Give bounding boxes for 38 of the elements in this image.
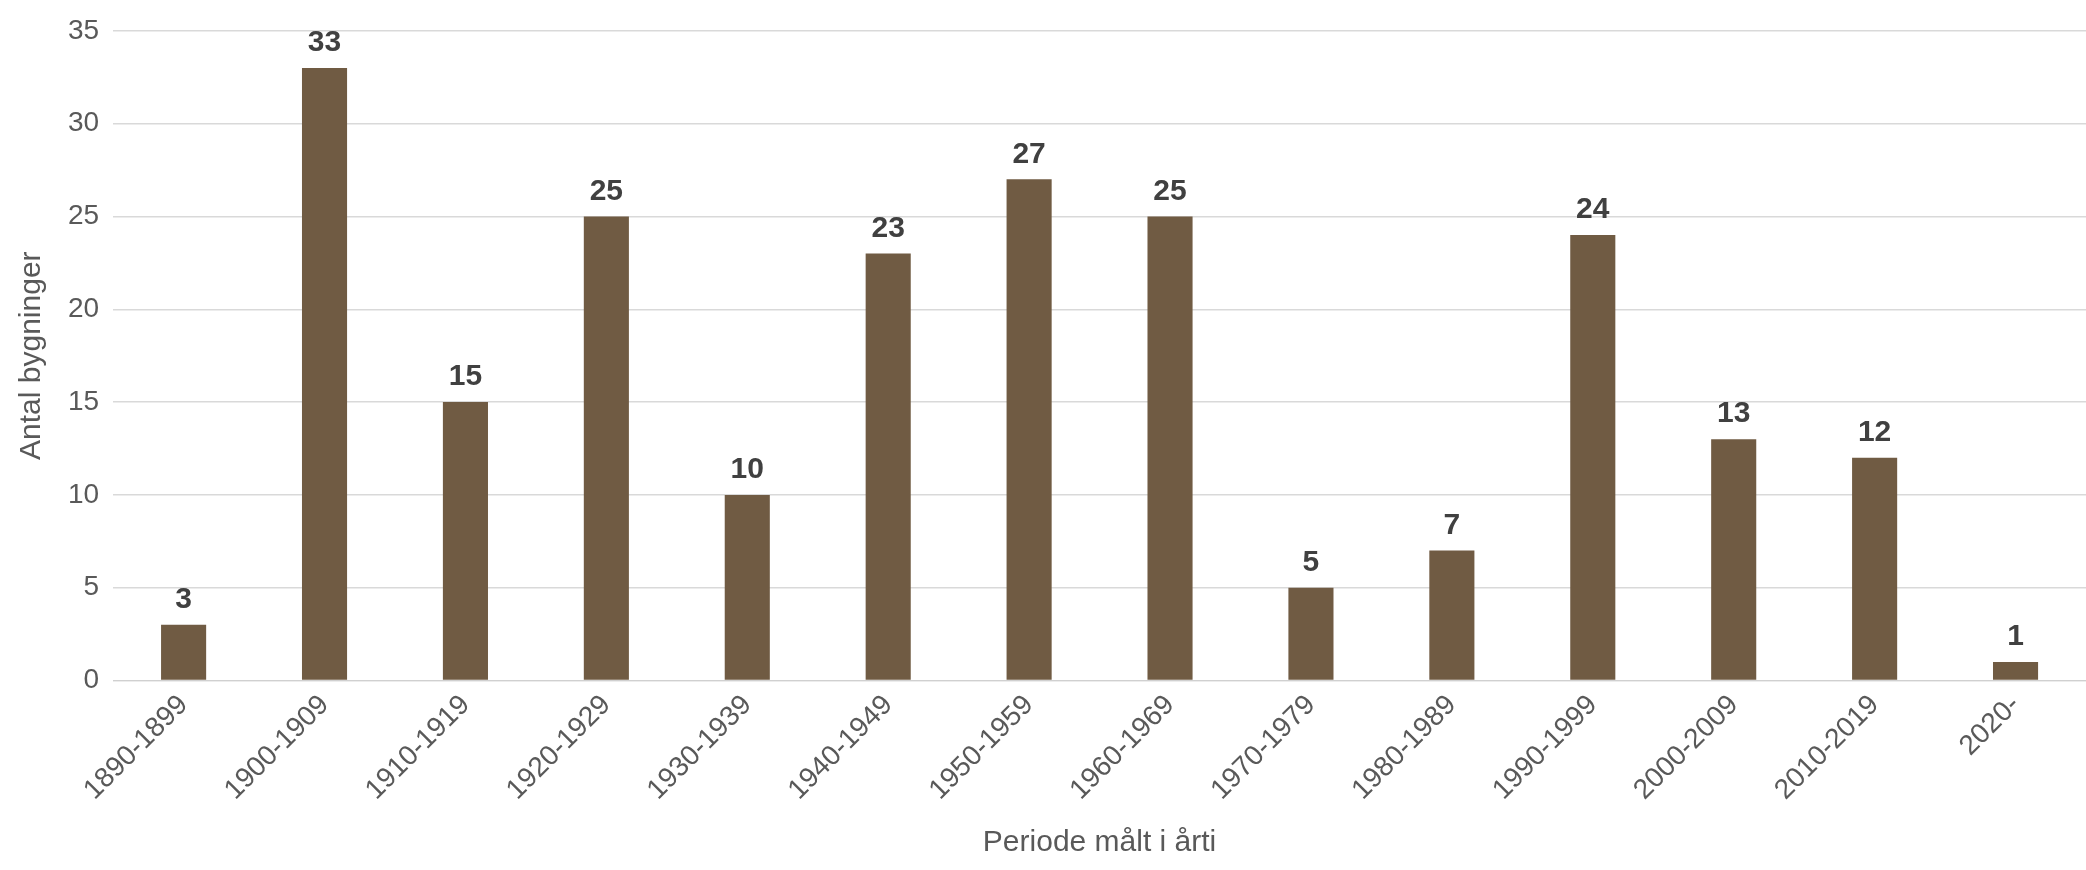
data-label: 3 [175, 581, 192, 615]
bar [442, 402, 488, 680]
y-tick-label: 30 [67, 106, 100, 138]
data-label: 15 [448, 358, 483, 392]
bar [161, 624, 207, 680]
data-label: 25 [589, 172, 624, 206]
y-tick-label: 20 [67, 291, 100, 323]
data-label: 12 [1857, 414, 1892, 448]
data-label: 5 [1302, 544, 1320, 577]
bar [1992, 661, 2039, 680]
y-axis-title: Antal bygninger [13, 251, 47, 460]
bar [1570, 235, 1616, 680]
bar [301, 67, 348, 680]
y-tick-label: 0 [83, 663, 100, 695]
bar [724, 494, 770, 680]
data-label: 13 [1717, 395, 1751, 429]
data-label: 25 [1153, 172, 1187, 206]
bar [1852, 457, 1898, 680]
bar [1006, 179, 1052, 680]
bar [1429, 550, 1475, 680]
bar [583, 216, 629, 680]
y-tick-label: 35 [67, 13, 100, 45]
data-label: 10 [730, 451, 764, 485]
data-label: 33 [307, 24, 342, 58]
y-tick-label: 5 [83, 570, 100, 602]
bar [865, 253, 911, 680]
data-label: 27 [1012, 135, 1046, 169]
data-label: 1 [2007, 618, 2024, 652]
data-label: 7 [1443, 506, 1461, 540]
bar [1147, 216, 1193, 680]
data-label: 24 [1576, 191, 1610, 225]
y-tick-label: 10 [67, 477, 100, 509]
bar [1711, 439, 1757, 680]
bar [1288, 587, 1334, 680]
data-label: 23 [871, 209, 905, 243]
y-tick-label: 25 [67, 199, 100, 231]
y-tick-label: 15 [67, 384, 100, 416]
x-axis-title: Periode målt i årti [982, 824, 1217, 858]
